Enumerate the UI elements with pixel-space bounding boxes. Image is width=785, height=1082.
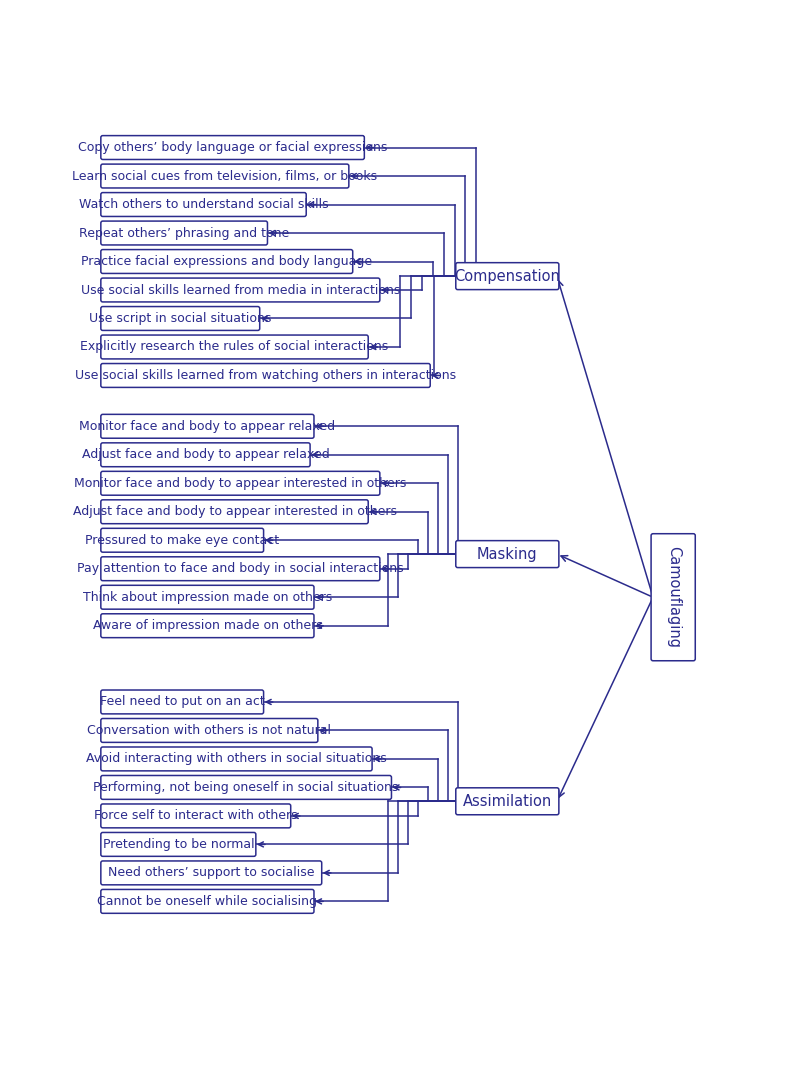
FancyBboxPatch shape <box>100 306 260 330</box>
Text: Compensation: Compensation <box>455 268 560 283</box>
FancyBboxPatch shape <box>456 541 559 568</box>
Text: Conversation with others is not natural: Conversation with others is not natural <box>87 724 331 737</box>
Text: Camouflaging: Camouflaging <box>666 546 681 648</box>
FancyBboxPatch shape <box>100 193 306 216</box>
Text: Masking: Masking <box>477 546 538 562</box>
Text: Think about impression made on others: Think about impression made on others <box>82 591 332 604</box>
FancyBboxPatch shape <box>100 221 268 245</box>
FancyBboxPatch shape <box>100 335 368 359</box>
FancyBboxPatch shape <box>100 135 364 159</box>
Text: Performing, not being oneself in social situations: Performing, not being oneself in social … <box>93 781 399 794</box>
Text: Monitor face and body to appear relaxed: Monitor face and body to appear relaxed <box>79 420 335 433</box>
FancyBboxPatch shape <box>100 861 322 885</box>
FancyBboxPatch shape <box>100 528 264 552</box>
Text: Aware of impression made on others: Aware of impression made on others <box>93 619 323 632</box>
Text: Copy others’ body language or facial expressions: Copy others’ body language or facial exp… <box>78 141 387 154</box>
Text: Use social skills learned from watching others in interactions: Use social skills learned from watching … <box>75 369 456 382</box>
FancyBboxPatch shape <box>456 263 559 290</box>
Text: Use social skills learned from media in interactions: Use social skills learned from media in … <box>81 283 400 296</box>
FancyBboxPatch shape <box>100 500 368 524</box>
Text: Avoid interacting with others in social situations: Avoid interacting with others in social … <box>86 752 387 765</box>
FancyBboxPatch shape <box>456 788 559 815</box>
Text: Assimilation: Assimilation <box>462 794 552 808</box>
Text: Pay attention to face and body in social interactions: Pay attention to face and body in social… <box>77 563 403 576</box>
Text: Adjust face and body to appear relaxed: Adjust face and body to appear relaxed <box>82 448 330 461</box>
Text: Need others’ support to socialise: Need others’ support to socialise <box>108 867 315 880</box>
FancyBboxPatch shape <box>100 164 349 188</box>
FancyBboxPatch shape <box>100 414 314 438</box>
Text: Feel need to put on an act: Feel need to put on an act <box>100 696 265 709</box>
FancyBboxPatch shape <box>100 278 380 302</box>
FancyBboxPatch shape <box>100 776 392 800</box>
FancyBboxPatch shape <box>100 804 290 828</box>
FancyBboxPatch shape <box>100 718 318 742</box>
FancyBboxPatch shape <box>100 585 314 609</box>
FancyBboxPatch shape <box>100 613 314 637</box>
Text: Watch others to understand social skills: Watch others to understand social skills <box>78 198 328 211</box>
FancyBboxPatch shape <box>100 443 310 466</box>
FancyBboxPatch shape <box>100 832 256 856</box>
Text: Force self to interact with others: Force self to interact with others <box>94 809 298 822</box>
FancyBboxPatch shape <box>100 364 430 387</box>
FancyBboxPatch shape <box>100 472 380 496</box>
Text: Cannot be oneself while socialising: Cannot be oneself while socialising <box>97 895 317 908</box>
FancyBboxPatch shape <box>100 889 314 913</box>
Text: Explicitly research the rules of social interactions: Explicitly research the rules of social … <box>80 341 389 354</box>
Text: Pretending to be normal: Pretending to be normal <box>103 837 254 850</box>
Text: Use script in social situations: Use script in social situations <box>89 312 272 325</box>
Text: Learn social cues from television, films, or books: Learn social cues from television, films… <box>72 170 378 183</box>
FancyBboxPatch shape <box>100 690 264 714</box>
Text: Adjust face and body to appear interested in others: Adjust face and body to appear intereste… <box>72 505 396 518</box>
Text: Practice facial expressions and body language: Practice facial expressions and body lan… <box>81 255 372 268</box>
FancyBboxPatch shape <box>100 557 380 581</box>
FancyBboxPatch shape <box>100 747 372 770</box>
Text: Pressured to make eye contact: Pressured to make eye contact <box>85 533 279 546</box>
Text: Repeat others’ phrasing and tone: Repeat others’ phrasing and tone <box>79 226 290 239</box>
FancyBboxPatch shape <box>651 533 696 661</box>
Text: Monitor face and body to appear interested in others: Monitor face and body to appear interest… <box>74 477 407 490</box>
FancyBboxPatch shape <box>100 250 352 274</box>
